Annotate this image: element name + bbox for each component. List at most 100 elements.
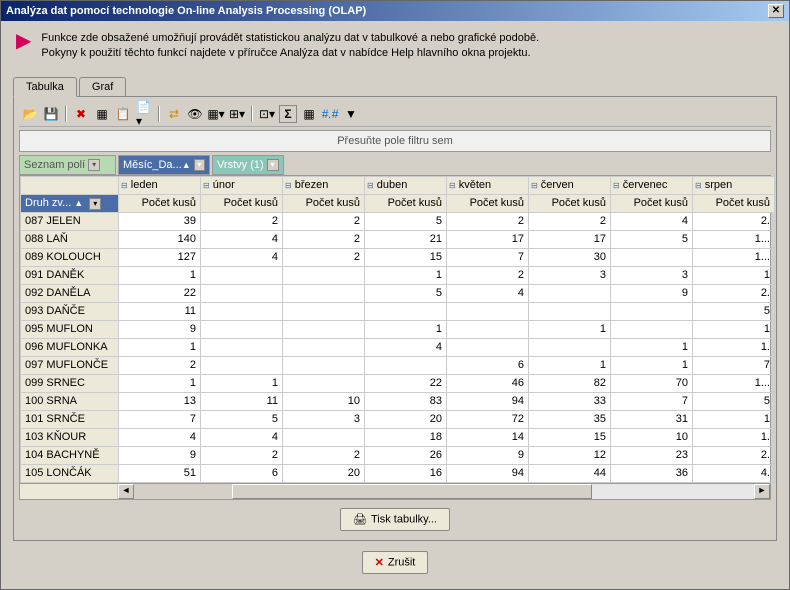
- data-cell: 4: [365, 338, 447, 356]
- cancel-button[interactable]: ✕Zrušit: [362, 551, 429, 574]
- data-cell: [529, 302, 611, 320]
- month-header[interactable]: ⊟ duben: [365, 176, 447, 194]
- month-header[interactable]: ⊟ březen: [283, 176, 365, 194]
- save-icon[interactable]: 💾: [42, 105, 60, 123]
- data-cell: 9: [119, 446, 201, 464]
- hash-icon[interactable]: #.#: [321, 105, 339, 123]
- month-header[interactable]: ⊟ červenec: [611, 176, 693, 194]
- row-header[interactable]: 089 KOLOUCH: [21, 248, 119, 266]
- row-header[interactable]: 097 MUFLONČE: [21, 356, 119, 374]
- print-button[interactable]: 🖨Tisk tabulky...: [340, 508, 450, 531]
- data-cell: 13: [119, 392, 201, 410]
- cancel-icon: ✕: [375, 556, 384, 569]
- data-cell: 1: [119, 266, 201, 284]
- data-cell: [283, 356, 365, 374]
- data-cell: 1: [693, 266, 775, 284]
- link-icon[interactable]: ⇄: [165, 105, 183, 123]
- scroll-thumb[interactable]: [232, 484, 592, 499]
- data-cell: 12: [529, 446, 611, 464]
- data-cell: 1.: [693, 428, 775, 446]
- data-cell: 18: [365, 428, 447, 446]
- close-button[interactable]: ✕: [768, 4, 784, 18]
- row-header[interactable]: 093 DAŇČE: [21, 302, 119, 320]
- data-grid: ⊟ leden⊟ únor⊟ březen⊟ duben⊟ květen⊟ če…: [19, 175, 771, 484]
- data-cell: 20: [283, 464, 365, 482]
- table-row: 091 DANĚK112331: [21, 266, 775, 284]
- table-row: 104 BACHYNĚ92226912232.: [21, 446, 775, 464]
- table-row: 096 MUFLONKA1411.: [21, 338, 775, 356]
- table-icon[interactable]: ▦▾: [207, 105, 225, 123]
- row-header[interactable]: 092 DANĚLA: [21, 284, 119, 302]
- month-header[interactable]: ⊟ srpen: [693, 176, 775, 194]
- horizontal-scrollbar[interactable]: ◄ ►: [19, 484, 771, 500]
- dropdown-icon[interactable]: ▾: [88, 159, 100, 171]
- layout-icon[interactable]: ⊞▾: [228, 105, 246, 123]
- filter-icon[interactable]: ▼: [342, 105, 360, 123]
- field-mesic[interactable]: Měsíc_Da... ▲ ▾: [118, 155, 210, 175]
- row-header[interactable]: 105 LONČÁK: [21, 464, 119, 482]
- titlebar: Analýza dat pomocí technologie On-line A…: [1, 1, 789, 21]
- data-cell: 39: [119, 212, 201, 230]
- row-header[interactable]: 095 MUFLON: [21, 320, 119, 338]
- row-header[interactable]: 087 JELEN: [21, 212, 119, 230]
- config-icon[interactable]: ⊡▾: [258, 105, 276, 123]
- dropdown-icon[interactable]: ▾: [194, 159, 205, 171]
- data-cell: 1: [201, 374, 283, 392]
- scroll-left-icon[interactable]: ◄: [118, 484, 134, 499]
- data-cell: 4.: [693, 464, 775, 482]
- data-cell: 10: [283, 392, 365, 410]
- row-header[interactable]: 103 KŇOUR: [21, 428, 119, 446]
- row-header[interactable]: 100 SRNA: [21, 392, 119, 410]
- sort-asc-icon: ▲: [182, 160, 191, 170]
- window-title: Analýza dat pomocí technologie On-line A…: [6, 5, 366, 17]
- data-cell: 35: [529, 410, 611, 428]
- row-header[interactable]: 091 DANĚK: [21, 266, 119, 284]
- row-header[interactable]: 104 BACHYNĚ: [21, 446, 119, 464]
- data-cell: 31: [611, 410, 693, 428]
- month-header[interactable]: ⊟ leden: [119, 176, 201, 194]
- delete-icon[interactable]: ✖: [72, 105, 90, 123]
- field-icon[interactable]: ▦: [300, 105, 318, 123]
- data-cell: [529, 338, 611, 356]
- row-header[interactable]: 096 MUFLONKA: [21, 338, 119, 356]
- data-cell: 14: [447, 428, 529, 446]
- binoc-icon[interactable]: 👁: [186, 105, 204, 123]
- filter-drop-area[interactable]: Přesuňte pole filtru sem: [19, 130, 771, 152]
- row-header[interactable]: 099 SRNEC: [21, 374, 119, 392]
- tab-graf[interactable]: Graf: [79, 77, 126, 97]
- month-header[interactable]: ⊟ květen: [447, 176, 529, 194]
- field-seznam[interactable]: Seznam polí ▾: [19, 155, 116, 175]
- month-header[interactable]: ⊟ červen: [529, 176, 611, 194]
- row-header[interactable]: 088 LAŇ: [21, 230, 119, 248]
- data-cell: 51: [119, 464, 201, 482]
- copy-icon[interactable]: 📋: [114, 105, 132, 123]
- doc-icon[interactable]: 📄▾: [135, 105, 153, 123]
- data-cell: [365, 356, 447, 374]
- data-cell: 9: [119, 320, 201, 338]
- data-cell: 1: [119, 374, 201, 392]
- month-header[interactable]: ⊟ únor: [201, 176, 283, 194]
- data-cell: 46: [447, 374, 529, 392]
- tab-content: 📂 💾 ✖ ▦ 📋 📄▾ ⇄ 👁 ▦▾ ⊞▾ ⊡▾ Σ ▦ #.# ▼ Přes…: [13, 96, 777, 541]
- data-cell: 2: [529, 212, 611, 230]
- sigma-icon[interactable]: Σ: [279, 105, 297, 123]
- measure-header: Počet kusů: [365, 194, 447, 212]
- header-text: Funkce zde obsažené umožňují provádět st…: [41, 31, 539, 62]
- row-header[interactable]: 101 SRNČE: [21, 410, 119, 428]
- field-vrstvy[interactable]: Vrstvy (1) ▾: [212, 155, 284, 175]
- dimension-header[interactable]: Druh zv...▲ ▾: [21, 194, 119, 212]
- data-cell: 1: [119, 338, 201, 356]
- open-icon[interactable]: 📂: [21, 105, 39, 123]
- scroll-right-icon[interactable]: ►: [754, 484, 770, 499]
- data-cell: 2: [201, 446, 283, 464]
- grid-icon[interactable]: ▦: [93, 105, 111, 123]
- data-cell: 1: [365, 320, 447, 338]
- data-cell: 5: [365, 212, 447, 230]
- data-cell: 1: [693, 320, 775, 338]
- tab-tabulka[interactable]: Tabulka: [13, 77, 77, 97]
- data-cell: 26: [365, 446, 447, 464]
- dropdown-icon[interactable]: ▾: [267, 159, 279, 171]
- table-row: 092 DANĚLA225492.: [21, 284, 775, 302]
- data-cell: 1: [611, 338, 693, 356]
- data-cell: 7: [447, 248, 529, 266]
